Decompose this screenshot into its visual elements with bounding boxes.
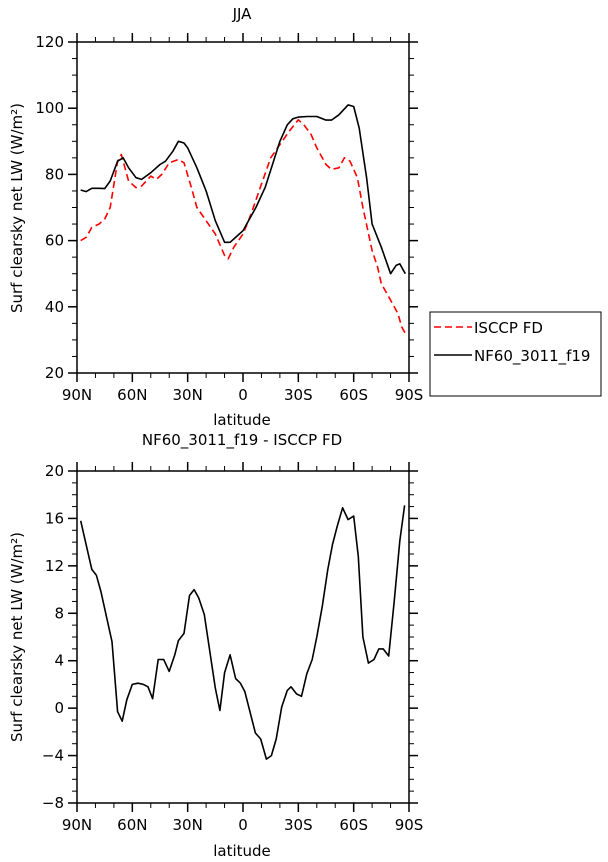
top-y-tick-label: 20	[45, 364, 64, 382]
legend-label-isccp: ISCCP FD	[474, 319, 543, 337]
top-x-tick-label: 90N	[62, 386, 92, 404]
bottom-x-tick-label: 60S	[339, 816, 368, 834]
bottom-y-tick-label: −4	[42, 747, 64, 765]
top-x-tick-label: 30N	[173, 386, 203, 404]
bottom-y-tick-label: 20	[45, 462, 64, 480]
bottom-y-tick-label: 12	[45, 557, 64, 575]
bottom-y-tick-label: 8	[54, 604, 64, 622]
top-series-nf60-3011-f19	[80, 104, 406, 275]
bottom-x-tick-label: 30N	[173, 816, 203, 834]
top-plot-frame	[76, 41, 410, 374]
legend-label-nf60: NF60_3011_f19	[474, 347, 590, 366]
bottom-chart-xlabel: latitude	[213, 842, 271, 860]
legend: ISCCP FD NF60_3011_f19	[429, 311, 602, 397]
top-x-tick-label: 30S	[284, 386, 313, 404]
top-y-tick-label: 80	[45, 165, 64, 183]
top-series-isccp-fd	[80, 119, 406, 334]
top-x-tick-label: 60S	[339, 386, 368, 404]
bottom-y-tick-label: 0	[54, 699, 64, 717]
legend-box	[429, 311, 602, 397]
bottom-y-tick-label: 16	[45, 509, 64, 527]
bottom-plot-frame	[76, 470, 410, 804]
bottom-x-tick-label: 90N	[62, 816, 92, 834]
top-x-tick-label: 0	[238, 386, 248, 404]
bottom-series-difference	[79, 505, 406, 760]
bottom-x-tick-label: 30S	[284, 816, 313, 834]
bottom-y-tick-label: −8	[42, 794, 64, 812]
top-chart-ylabel: Surf clearsky net LW (W/m²)	[8, 103, 26, 313]
top-y-tick-label: 120	[35, 33, 64, 51]
top-x-tick-label: 90S	[395, 386, 424, 404]
bottom-x-tick-label: 60N	[117, 816, 147, 834]
bottom-x-tick-label: 90S	[395, 816, 424, 834]
top-y-tick-label: 40	[45, 298, 64, 316]
bottom-y-tick-label: 4	[54, 652, 64, 670]
top-chart-title: JJA	[232, 5, 253, 23]
top-y-tick-label: 100	[35, 99, 64, 117]
top-y-tick-label: 60	[45, 232, 64, 250]
top-chart-xlabel: latitude	[213, 411, 271, 429]
bottom-x-tick-label: 0	[238, 816, 248, 834]
bottom-chart-ylabel: Surf clearsky net LW (W/m²)	[8, 532, 26, 742]
top-x-tick-label: 60N	[117, 386, 147, 404]
bottom-chart-title: NF60_3011_f19 - ISCCP FD	[142, 431, 342, 450]
